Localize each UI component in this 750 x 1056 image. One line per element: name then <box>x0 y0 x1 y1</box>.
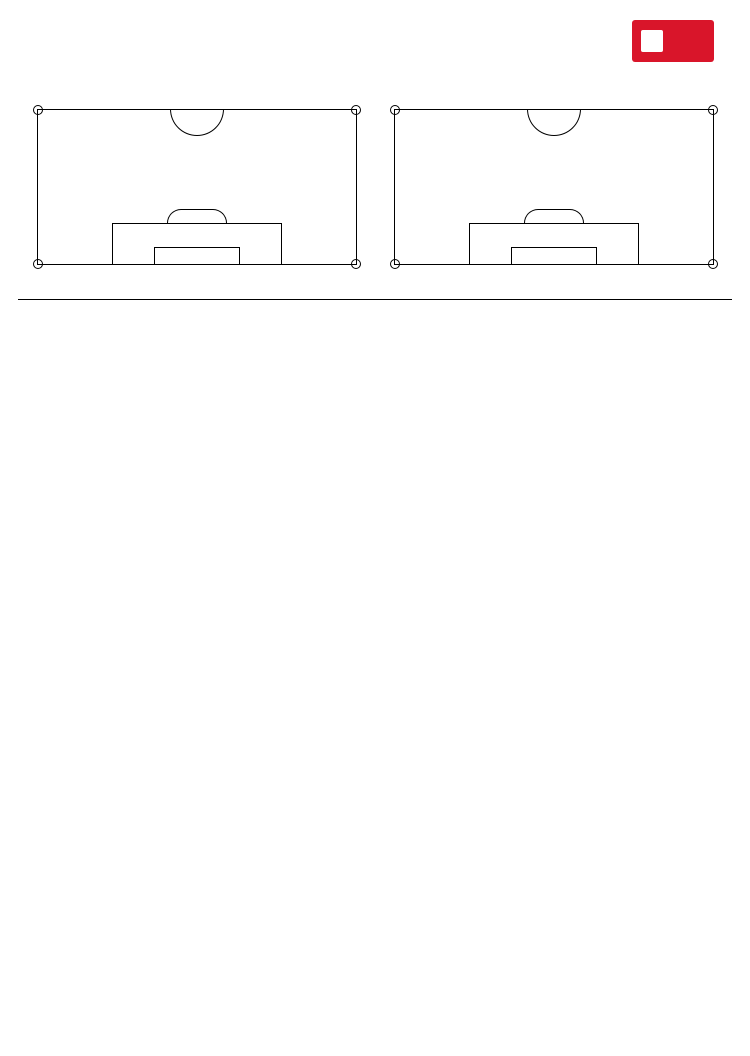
sponsors-row <box>18 299 732 300</box>
away-pitch <box>394 109 714 265</box>
formation-diagrams <box>18 109 732 269</box>
home-pitch <box>37 109 357 265</box>
cfa-logo <box>632 20 714 62</box>
header <box>18 14 732 68</box>
team-headers <box>18 74 732 86</box>
